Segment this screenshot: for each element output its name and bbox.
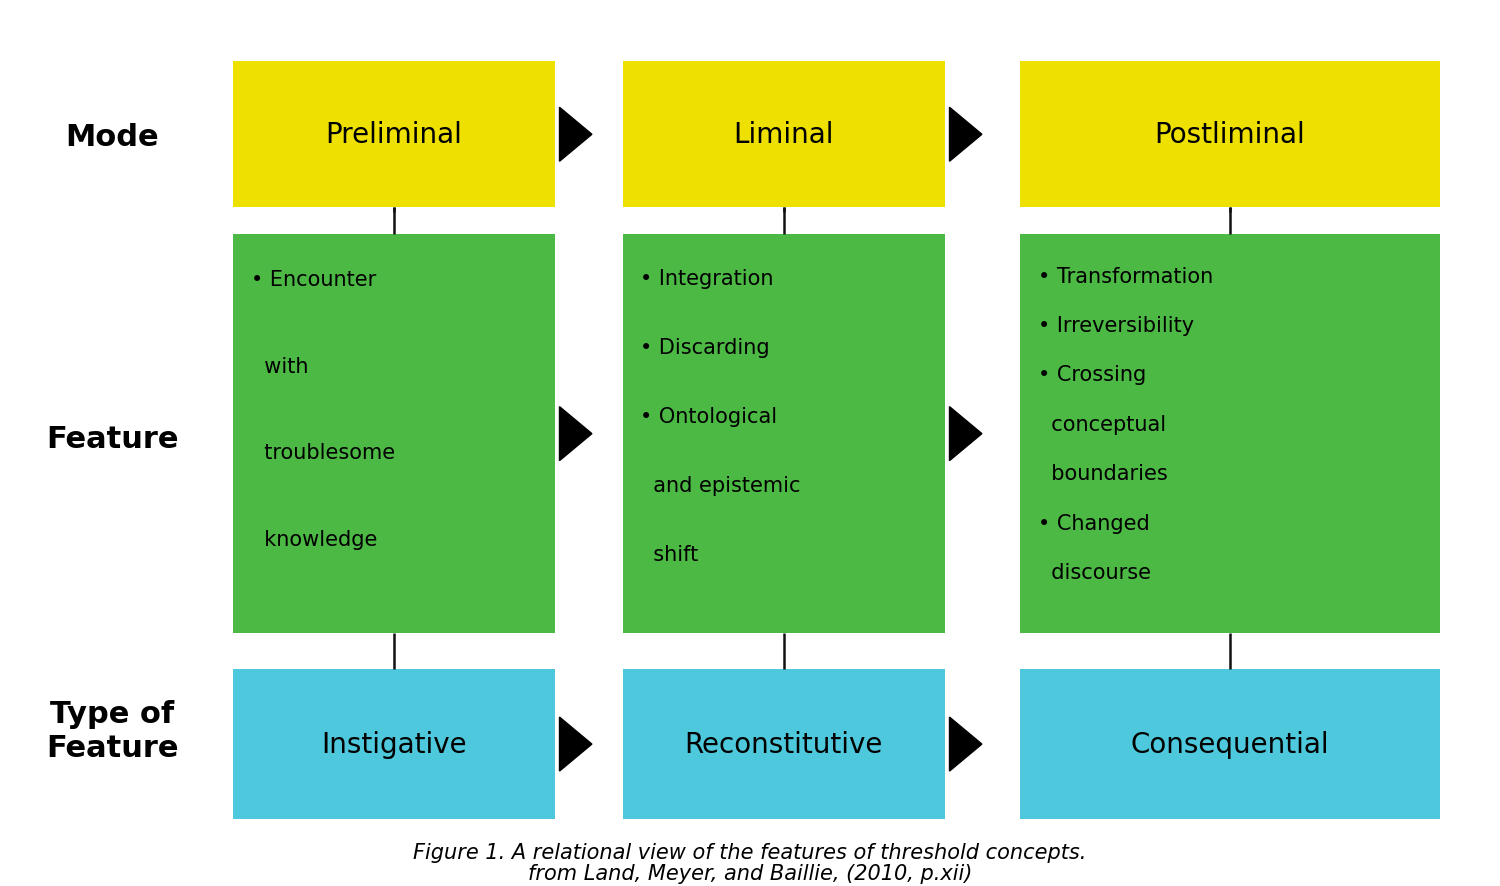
Text: • Irreversibility: • Irreversibility [1038,315,1194,336]
Text: • Transformation: • Transformation [1038,267,1214,286]
FancyBboxPatch shape [622,669,945,820]
FancyBboxPatch shape [232,669,555,820]
Polygon shape [950,108,982,162]
FancyBboxPatch shape [622,62,945,208]
FancyBboxPatch shape [232,62,555,208]
Text: troublesome: troublesome [251,443,394,462]
Text: conceptual: conceptual [1038,415,1166,434]
Text: Instigative: Instigative [321,730,466,758]
Text: Mode: Mode [66,123,159,152]
Text: and epistemic: and epistemic [640,476,801,495]
Text: • Discarding: • Discarding [640,338,770,357]
Text: Feature: Feature [46,424,178,453]
FancyBboxPatch shape [622,235,945,633]
Text: Preliminal: Preliminal [326,121,462,149]
Text: with: with [251,356,308,377]
Text: • Ontological: • Ontological [640,407,777,426]
Polygon shape [560,718,592,771]
Text: • Encounter: • Encounter [251,270,375,290]
Text: knowledge: knowledge [251,529,376,549]
Polygon shape [950,408,982,461]
Polygon shape [560,108,592,162]
Text: Liminal: Liminal [734,121,834,149]
Text: • Integration: • Integration [640,268,774,288]
FancyBboxPatch shape [1020,669,1440,820]
Text: shift: shift [640,545,699,564]
FancyBboxPatch shape [1020,62,1440,208]
Text: boundaries: boundaries [1038,463,1167,484]
Text: Consequential: Consequential [1131,730,1329,758]
FancyBboxPatch shape [1020,235,1440,633]
Text: Reconstitutive: Reconstitutive [684,730,883,758]
Text: Figure 1. A relational view of the features of threshold concepts.: Figure 1. A relational view of the featu… [414,843,1086,862]
Text: • Changed: • Changed [1038,513,1149,533]
Text: • Crossing: • Crossing [1038,365,1146,385]
FancyBboxPatch shape [232,235,555,633]
Polygon shape [560,408,592,461]
Text: Postliminal: Postliminal [1155,121,1305,149]
Polygon shape [950,718,982,771]
Text: Type of
Feature: Type of Feature [46,700,178,762]
Text: discourse: discourse [1038,563,1150,582]
Text: from Land, Meyer, and Baillie, (2010, p.xii): from Land, Meyer, and Baillie, (2010, p.… [528,863,972,882]
